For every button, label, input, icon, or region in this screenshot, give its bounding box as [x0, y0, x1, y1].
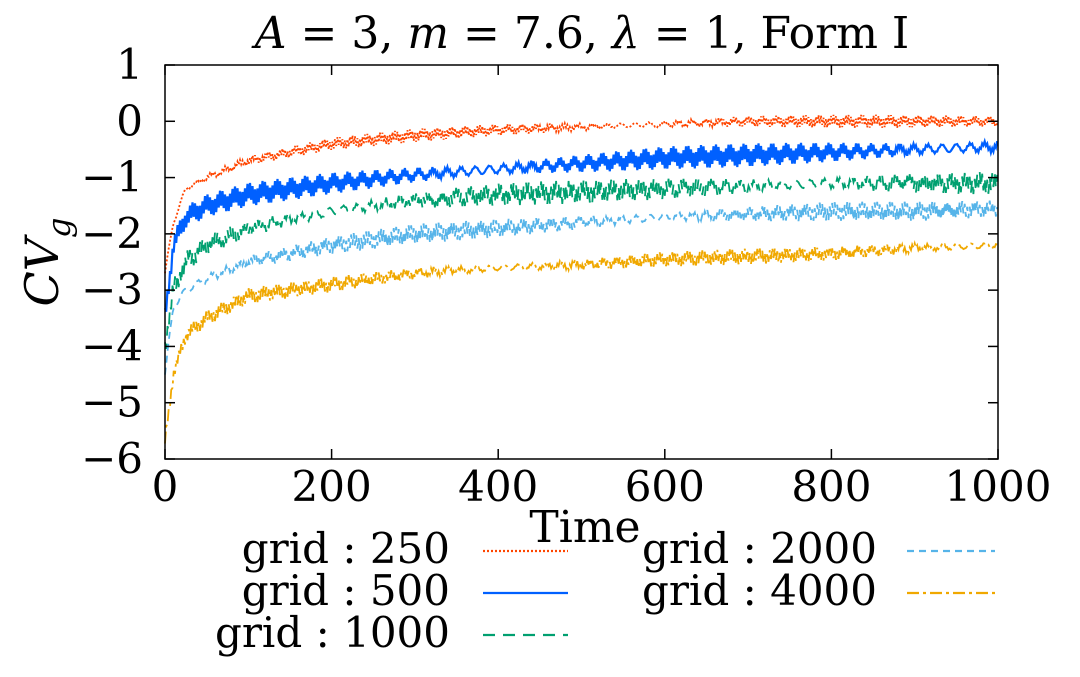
x-tick-label: 400	[458, 462, 538, 511]
y-tick-label: −1	[81, 153, 143, 202]
y-tick-label: −2	[81, 209, 143, 258]
series-line-2000	[164, 200, 999, 375]
series-line-500	[163, 137, 999, 313]
x-tick-label: 0	[152, 462, 179, 511]
plot-frame	[164, 64, 999, 460]
series-line-1000	[164, 171, 999, 350]
y-axis-label: CVg	[15, 218, 78, 307]
y-tick-label: −5	[81, 378, 143, 427]
legend-label: grid : 4000	[642, 566, 877, 615]
x-axis-label: Time	[529, 502, 640, 553]
legend-label: grid : 250	[242, 524, 450, 573]
y-tick-label: −6	[81, 434, 143, 483]
series-line-250	[164, 114, 999, 274]
legend-label: grid : 2000	[642, 524, 877, 573]
legend-label: grid : 500	[242, 566, 450, 615]
series-layer	[163, 114, 999, 444]
axis-ticks: 0 200 400 600 800 1000 1 0 −1 −2 −3 −4 −5 −6	[81, 40, 1051, 511]
y-tick-label: −4	[81, 321, 143, 370]
y-tick-label: 0	[116, 96, 143, 145]
series-line-4000	[164, 240, 998, 444]
y-tick-label: 1	[116, 40, 143, 89]
x-tick-label: 1000	[945, 462, 1052, 511]
y-tick-label: −3	[81, 265, 143, 314]
x-tick-label: 200	[292, 462, 372, 511]
x-tick-label: 800	[791, 462, 871, 511]
chart-title: A = 3, m = 7.6, λ = 1, Form I	[251, 8, 910, 59]
x-tick-label: 600	[625, 462, 705, 511]
legend-label: grid : 1000	[215, 608, 450, 657]
